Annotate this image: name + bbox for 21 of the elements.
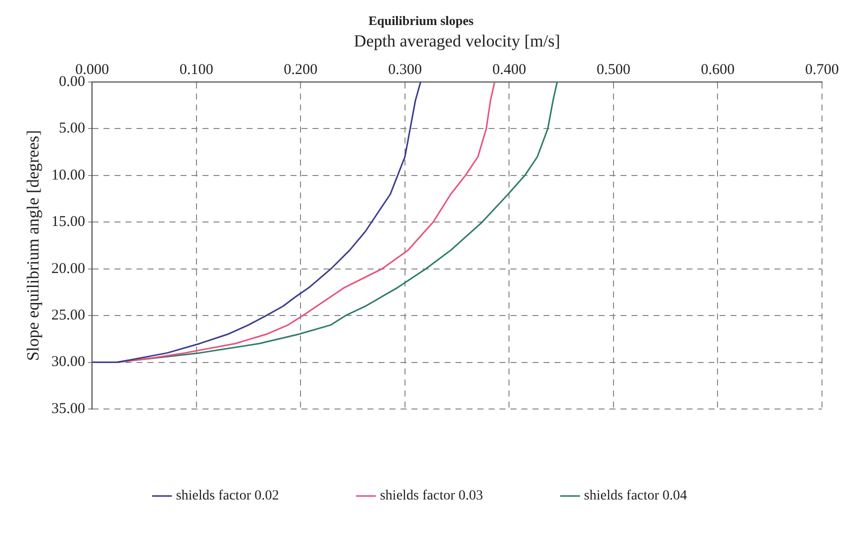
x-tick-label: 0.400 <box>492 62 526 78</box>
y-tick-label: 10.00 <box>51 167 86 184</box>
legend-label: shields factor 0.03 <box>380 488 484 504</box>
x-tick-label: 0.200 <box>284 62 318 78</box>
y-tick-label: 30.00 <box>51 354 86 370</box>
x-tick-label: 0.100 <box>180 62 214 78</box>
y-tick-label: 25.00 <box>51 308 86 324</box>
y-tick-label: 20.00 <box>51 260 86 277</box>
y-tick-label: 35.00 <box>51 400 86 417</box>
x-tick-label: 0.500 <box>596 62 630 78</box>
x-tick-label: 0.600 <box>700 62 735 78</box>
y-axis-title: Slope equilibrium angle [degrees] <box>24 130 43 361</box>
x-axis-title: Depth averaged velocity [m/s] <box>354 31 560 50</box>
x-tick-label: 0.700 <box>805 62 839 78</box>
y-tick-label: 5.00 <box>58 120 86 137</box>
x-tick-label: 0.300 <box>388 62 422 78</box>
legend-label: shields factor 0.04 <box>584 488 688 504</box>
y-tick-label: 0.00 <box>58 74 86 90</box>
legend-label: shields factor 0.02 <box>176 488 279 504</box>
chart-title: Equilibrium slopes <box>368 13 474 28</box>
y-tick-label: 15.00 <box>51 214 86 230</box>
